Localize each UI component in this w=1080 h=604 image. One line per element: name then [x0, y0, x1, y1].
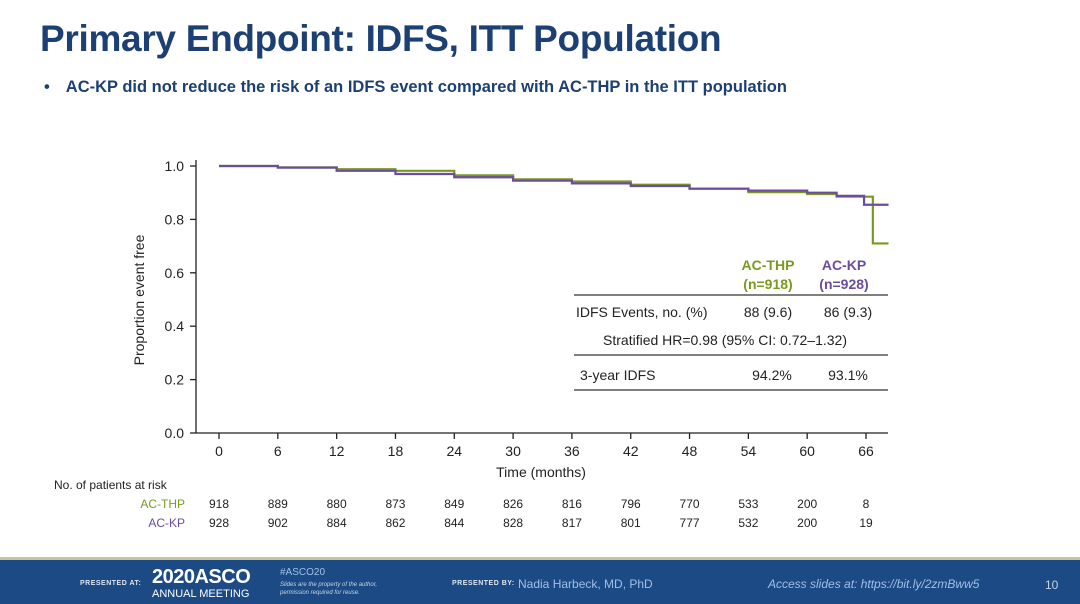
risk-count: 880 [327, 497, 347, 511]
y-tick-label: 0.2 [165, 372, 185, 388]
y-axis-label: Proportion event free [131, 234, 147, 365]
risk-count: 801 [621, 516, 641, 530]
risk-row-label: AC-KP [148, 516, 185, 530]
risk-count: 902 [268, 516, 288, 530]
summary-cell: 88 (9.6) [744, 304, 792, 320]
summary-row-label: 3-year IDFS [580, 367, 655, 383]
x-tick-label: 18 [388, 443, 404, 459]
risk-count: 533 [738, 497, 758, 511]
risk-count: 928 [209, 516, 229, 530]
x-tick-label: 30 [505, 443, 521, 459]
summary-arm-label: AC-KP [822, 257, 866, 273]
y-tick-label: 0.6 [165, 265, 185, 281]
km-curve-ac-kp [219, 164, 889, 206]
x-tick-label: 48 [682, 443, 698, 459]
risk-count: 918 [209, 497, 229, 511]
risk-count: 844 [444, 516, 464, 530]
property-note: permission required for reuse. [280, 590, 360, 596]
hashtag: #ASCO20 [280, 567, 326, 578]
x-tick-label: 0 [215, 443, 223, 459]
slide-title: Primary Endpoint: IDFS, ITT Population [40, 18, 722, 59]
x-tick-label: 36 [564, 443, 580, 459]
x-tick-label: 42 [623, 443, 639, 459]
risk-count: 796 [621, 497, 641, 511]
risk-row-label: AC-THP [140, 497, 185, 511]
summary-cell: 86 (9.3) [824, 304, 872, 320]
property-note: Slides are the property of the author, [280, 582, 378, 588]
km-chart: 0.0 0.2 0.4 0.6 0.8 1.0 0 6 12 18 24 30 36 42 48 54 60 66… [54, 158, 889, 530]
asco-logo: 2020ASCO [152, 566, 251, 588]
summary-arm-n: (n=918) [743, 276, 792, 292]
asco-meeting: ANNUAL MEETING [152, 588, 250, 600]
summary-cell: 94.2% [752, 367, 792, 383]
summary-arm-n: (n=928) [819, 276, 868, 292]
x-tick-label: 24 [446, 443, 462, 459]
x-tick-label: 60 [799, 443, 815, 459]
y-tick-label: 1.0 [165, 158, 185, 174]
risk-count: 816 [562, 497, 582, 511]
risk-count: 884 [327, 516, 347, 530]
bullet-point: • AC-KP did not reduce the risk of an IDF… [44, 78, 787, 96]
risk-count: 849 [444, 497, 464, 511]
risk-count: 777 [680, 516, 700, 530]
page-number: 10 [1045, 578, 1059, 592]
y-tick-label: 0.8 [165, 211, 185, 227]
x-axis-label: Time (months) [496, 464, 586, 480]
presented-at-label: PRESENTED AT: [80, 580, 142, 587]
hazard-ratio: Stratified HR=0.98 (95% CI: 0.72–1.32) [603, 332, 847, 348]
risk-count: 770 [680, 497, 700, 511]
x-tick-label: 66 [858, 443, 874, 459]
risk-count: 200 [797, 516, 817, 530]
risk-count: 889 [268, 497, 288, 511]
km-curve-ac-thp [219, 164, 889, 245]
risk-count: 826 [503, 497, 523, 511]
access-slides-link[interactable]: Access slides at: https://bit.ly/2zmBww5 [768, 577, 980, 591]
risk-count: 19 [859, 516, 873, 530]
presented-by-label: PRESENTED BY: [452, 580, 515, 587]
summary-cell: 93.1% [828, 367, 868, 383]
summary-row-label: IDFS Events, no. (%) [576, 304, 707, 320]
risk-count: 862 [385, 516, 405, 530]
x-tick-label: 12 [329, 443, 345, 459]
x-tick-label: 6 [274, 443, 282, 459]
risk-count: 873 [385, 497, 405, 511]
footer-bar: PRESENTED AT: 2020ASCO ANNUAL MEETING #A… [0, 557, 1080, 604]
risk-count: 532 [738, 516, 758, 530]
y-tick-label: 0.0 [165, 425, 185, 441]
x-tick-label: 54 [741, 443, 757, 459]
bullet-text: AC-KP did not reduce the risk of an IDFS… [65, 78, 787, 96]
risk-count: 817 [562, 516, 582, 530]
risk-count: 200 [797, 497, 817, 511]
presenter-name: Nadia Harbeck, MD, PhD [518, 577, 653, 591]
risk-count: 8 [863, 497, 870, 511]
summary-arm-label: AC-THP [742, 257, 795, 273]
risk-table-title: No. of patients at risk [54, 478, 168, 492]
y-tick-label: 0.4 [165, 318, 185, 334]
risk-count: 828 [503, 516, 523, 530]
